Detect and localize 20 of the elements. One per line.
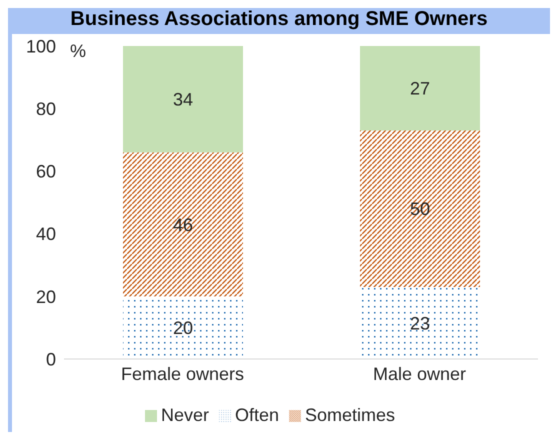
data-label: 20 [172, 318, 194, 338]
bar [123, 46, 243, 152]
x-tick-label: Male owner [372, 364, 466, 384]
chart-title: Business Associations among SME Owners [69, 8, 489, 32]
y-tick-label: 60 [36, 162, 56, 182]
y-tick-label: 100 [26, 36, 56, 56]
y-tick-label: 40 [36, 224, 56, 244]
bar [360, 46, 480, 131]
data-label: 27 [410, 78, 430, 99]
legend-label: Often [234, 405, 279, 425]
data-label: 34 [172, 90, 194, 110]
data-label: 23 [410, 313, 430, 334]
y-tick-label: 0 [46, 349, 56, 370]
legend-label: Never [160, 405, 209, 425]
legend-label: Sometimes [305, 405, 396, 425]
y-tick-label: 80 [36, 98, 56, 119]
y-tick-label: 20 [36, 286, 56, 307]
x-tick-label: Female owners [120, 364, 244, 384]
bar [123, 152, 243, 296]
y-axis-title: % [70, 40, 86, 61]
